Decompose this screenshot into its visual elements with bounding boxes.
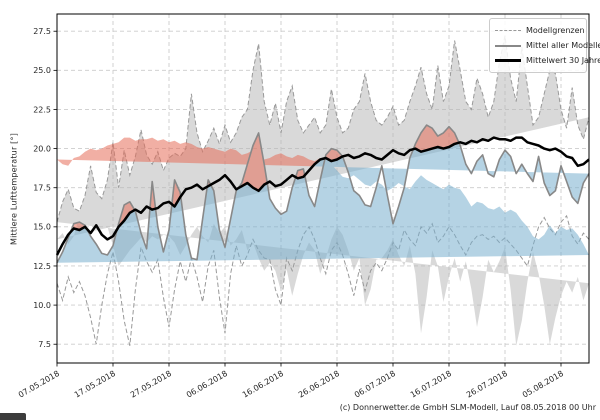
svg-text:17.05.2018: 17.05.2018 xyxy=(73,369,117,400)
legend-label: Mittelwert 30 Jahre xyxy=(526,56,600,65)
svg-text:26.06.2018: 26.06.2018 xyxy=(297,369,341,400)
svg-text:06.07.2018: 06.07.2018 xyxy=(353,369,397,400)
chart-legend: Modellgrenzen Mittel aller Modelle Mitte… xyxy=(489,18,600,73)
legend-item-modellgrenzen: Modellgrenzen xyxy=(495,23,585,38)
svg-text:22.5: 22.5 xyxy=(33,105,51,114)
svg-text:16.07.2018: 16.07.2018 xyxy=(409,369,453,400)
svg-text:10.0: 10.0 xyxy=(33,301,51,310)
legend-label: Modellgrenzen xyxy=(526,26,585,35)
svg-text:15.0: 15.0 xyxy=(33,223,51,232)
svg-text:12.5: 12.5 xyxy=(33,262,51,271)
svg-text:20.0: 20.0 xyxy=(33,144,51,153)
gray-line-swatch xyxy=(495,44,521,47)
legend-item-mittelwert-30-jahre: Mittelwert 30 Jahre xyxy=(495,53,600,68)
svg-text:07.05.2018: 07.05.2018 xyxy=(17,369,61,400)
svg-text:16.06.2018: 16.06.2018 xyxy=(241,369,285,400)
copyright-caption: (c) Donnerwetter.de GmbH SLM-Modell, Lau… xyxy=(339,403,596,412)
dashed-line-swatch xyxy=(495,30,521,31)
svg-text:05.08.2018: 05.08.2018 xyxy=(521,369,565,400)
cutoff-ui-fragment xyxy=(0,413,26,420)
svg-text:27.5: 27.5 xyxy=(33,27,51,36)
svg-text:06.06.2018: 06.06.2018 xyxy=(185,369,229,400)
svg-text:7.5: 7.5 xyxy=(38,340,51,349)
svg-text:25.0: 25.0 xyxy=(33,66,51,75)
y-axis-label: Mittlere Lufttemperatur [°] xyxy=(9,132,19,246)
black-line-swatch xyxy=(495,59,521,62)
svg-text:26.07.2018: 26.07.2018 xyxy=(465,369,509,400)
legend-label: Mittel aller Modelle xyxy=(526,41,600,50)
svg-text:17.5: 17.5 xyxy=(33,184,51,193)
svg-text:27.05.2018: 27.05.2018 xyxy=(129,369,173,400)
legend-item-mittel-aller-modelle: Mittel aller Modelle xyxy=(495,38,600,53)
